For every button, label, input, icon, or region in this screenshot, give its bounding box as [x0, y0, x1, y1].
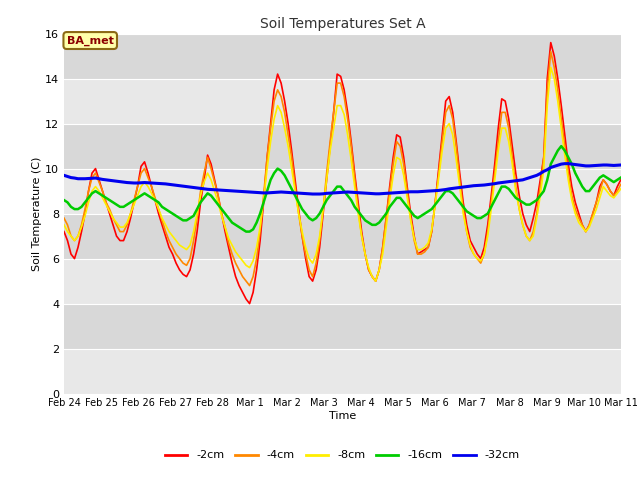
Line: -2cm: -2cm: [64, 43, 621, 303]
-4cm: [547, 48, 555, 54]
-2cm: [596, 184, 604, 190]
-4cm: [617, 181, 625, 187]
-32cm: [218, 187, 225, 193]
-32cm: [308, 191, 316, 197]
-2cm: [246, 300, 253, 306]
Bar: [64, 348, 621, 394]
-2cm: [172, 260, 180, 266]
-32cm: [424, 188, 432, 194]
-8cm: [519, 222, 527, 228]
-4cm: [519, 222, 527, 228]
-8cm: [596, 195, 604, 201]
-16cm: [218, 206, 225, 212]
-8cm: [372, 278, 380, 284]
-8cm: [424, 240, 432, 246]
-4cm: [246, 283, 253, 288]
-16cm: [172, 213, 180, 219]
-2cm: [218, 211, 225, 216]
-16cm: [596, 175, 604, 180]
-4cm: [596, 188, 604, 194]
-16cm: [424, 208, 432, 214]
-16cm: [519, 200, 527, 205]
-4cm: [218, 211, 225, 216]
-32cm: [172, 182, 180, 188]
-8cm: [617, 186, 625, 192]
-4cm: [424, 244, 432, 250]
-32cm: [372, 191, 380, 197]
-16cm: [557, 143, 565, 149]
Bar: [64, 168, 621, 214]
-2cm: [424, 244, 432, 250]
-8cm: [60, 222, 68, 228]
-32cm: [561, 161, 568, 167]
-4cm: [172, 251, 180, 257]
-4cm: [372, 278, 380, 284]
-8cm: [172, 238, 180, 243]
Y-axis label: Soil Temperature (C): Soil Temperature (C): [32, 156, 42, 271]
-2cm: [519, 211, 527, 216]
Title: Soil Temperatures Set A: Soil Temperatures Set A: [260, 17, 425, 31]
-32cm: [596, 162, 604, 168]
-32cm: [519, 177, 527, 183]
Line: -16cm: -16cm: [64, 146, 621, 231]
-8cm: [218, 213, 225, 219]
Bar: [64, 259, 621, 303]
-32cm: [60, 172, 68, 178]
-32cm: [617, 162, 625, 168]
-8cm: [369, 274, 376, 279]
-16cm: [617, 175, 625, 180]
-2cm: [60, 228, 68, 234]
-16cm: [60, 197, 68, 203]
-8cm: [547, 64, 555, 70]
-2cm: [547, 40, 555, 46]
Line: -32cm: -32cm: [64, 164, 621, 194]
-16cm: [372, 222, 380, 228]
-2cm: [617, 177, 625, 183]
Bar: [64, 303, 621, 348]
Bar: [64, 79, 621, 123]
-16cm: [243, 228, 250, 234]
Bar: [64, 214, 621, 259]
Line: -4cm: -4cm: [64, 51, 621, 286]
-4cm: [60, 215, 68, 221]
Legend: -2cm, -4cm, -8cm, -16cm, -32cm: -2cm, -4cm, -8cm, -16cm, -32cm: [161, 446, 524, 465]
Bar: [64, 34, 621, 79]
Bar: [64, 123, 621, 168]
Line: -8cm: -8cm: [64, 67, 621, 281]
-2cm: [372, 278, 380, 284]
Text: BA_met: BA_met: [67, 36, 114, 46]
X-axis label: Time: Time: [329, 411, 356, 421]
